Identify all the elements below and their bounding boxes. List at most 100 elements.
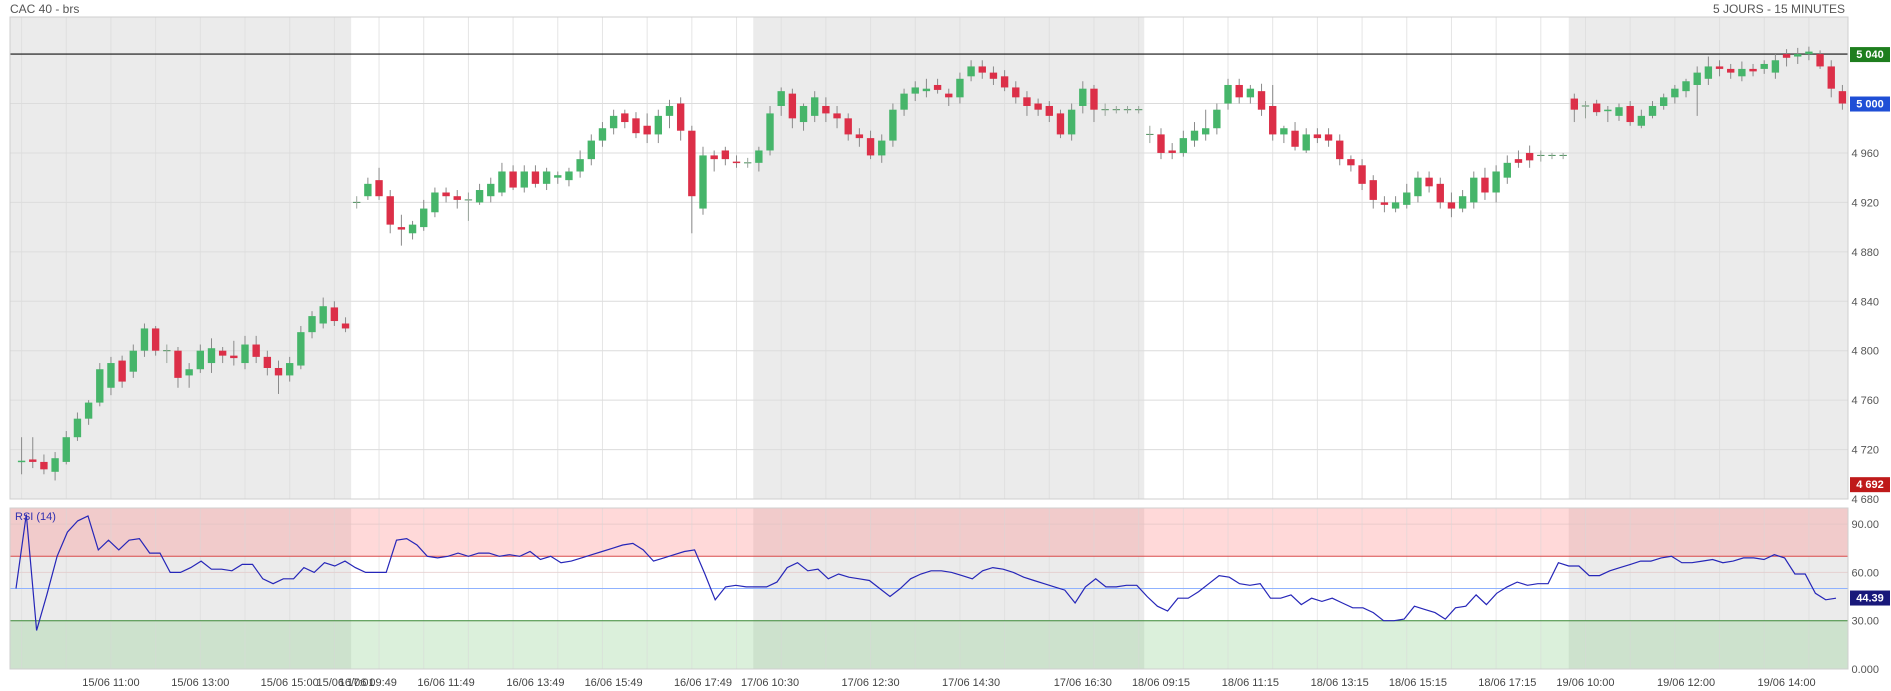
candle-up-body bbox=[1190, 130, 1199, 141]
candle bbox=[889, 103, 897, 147]
candle-up-body bbox=[1648, 105, 1657, 116]
candle-up-body bbox=[1414, 177, 1422, 197]
x-tick-label: 16/06 11:49 bbox=[417, 677, 474, 689]
candle-up-body bbox=[487, 183, 495, 197]
candle-up-body bbox=[1659, 97, 1668, 106]
candle bbox=[1782, 49, 1791, 67]
candle bbox=[1827, 60, 1835, 98]
x-tick-label: 18/06 11:15 bbox=[1222, 677, 1279, 689]
candle-down-body bbox=[1269, 105, 1277, 135]
candle bbox=[1425, 171, 1433, 193]
rsi-tick-label: 60.00 bbox=[1851, 567, 1879, 579]
x-tick-label: 15/06 17:01 bbox=[316, 677, 374, 689]
candle-down-body bbox=[788, 93, 797, 119]
candle bbox=[699, 146, 707, 215]
candle bbox=[1246, 84, 1255, 104]
candle bbox=[1380, 196, 1389, 213]
candle-down-body bbox=[1291, 130, 1299, 147]
candle-up-body bbox=[665, 105, 674, 116]
price-tick-label: 4 920 bbox=[1851, 197, 1879, 209]
candle-up-body bbox=[431, 192, 439, 213]
candle bbox=[1715, 60, 1724, 77]
price-badge: 5 040 bbox=[1850, 47, 1890, 63]
candle bbox=[174, 346, 182, 388]
candle-down-body bbox=[1727, 68, 1735, 73]
candle-up-body bbox=[1760, 63, 1768, 69]
price-tick-label: 4 720 bbox=[1851, 445, 1879, 457]
x-tick-label: 16/06 09:49 bbox=[339, 677, 397, 689]
candle-down-body bbox=[1045, 105, 1053, 116]
candle-up-body bbox=[576, 159, 584, 172]
candle bbox=[1447, 192, 1456, 218]
candle-up-body bbox=[1201, 128, 1210, 135]
rsi-current-badge-text: 44.39 bbox=[1856, 593, 1884, 605]
candle-up-body bbox=[1805, 51, 1813, 55]
period-label[interactable]: 5 JOURS - 15 MINUTES bbox=[1712, 2, 1845, 16]
candle-up-body bbox=[51, 458, 59, 472]
candle-down-body bbox=[1447, 202, 1456, 209]
x-tick-label: 18/06 17:15 bbox=[1478, 677, 1536, 689]
candle bbox=[118, 355, 126, 388]
candle bbox=[1123, 105, 1132, 114]
candle bbox=[598, 122, 607, 147]
price-badge-text: 5 000 bbox=[1856, 99, 1884, 111]
candle bbox=[721, 146, 730, 166]
candle bbox=[364, 177, 372, 200]
candle-up-body bbox=[1079, 88, 1087, 106]
candle-up-body bbox=[1224, 84, 1232, 104]
candle-down-body bbox=[978, 66, 986, 73]
candle-up-body bbox=[84, 402, 93, 419]
rsi-tick-label: 0.000 bbox=[1851, 664, 1879, 676]
candle bbox=[1146, 125, 1154, 144]
candle-up-body bbox=[241, 344, 249, 364]
candle-down-body bbox=[855, 134, 864, 139]
candle bbox=[1581, 101, 1590, 119]
candle-up-body bbox=[319, 306, 327, 324]
candle-down-body bbox=[1782, 54, 1791, 58]
candle-down-body bbox=[866, 138, 875, 156]
candle bbox=[1000, 70, 1009, 92]
candle bbox=[442, 187, 450, 203]
candle-up-body bbox=[475, 190, 484, 203]
candle bbox=[945, 88, 953, 106]
candle-down-body bbox=[1436, 183, 1444, 203]
candle-up-body bbox=[587, 140, 595, 160]
price-badge-bg bbox=[1850, 96, 1890, 112]
candle-up-body bbox=[1771, 60, 1780, 73]
candle-up-body bbox=[285, 363, 294, 376]
candle-up-body bbox=[1794, 54, 1802, 57]
candle-up-body bbox=[967, 66, 975, 77]
x-tick-label: 17/06 16:30 bbox=[1054, 677, 1112, 689]
candle bbox=[1749, 63, 1757, 77]
candle bbox=[911, 81, 919, 102]
candle bbox=[1280, 125, 1288, 144]
candle bbox=[710, 150, 718, 172]
candle bbox=[1727, 63, 1735, 79]
candle bbox=[1056, 109, 1065, 139]
candle bbox=[1794, 47, 1802, 64]
candle-down-body bbox=[933, 84, 942, 90]
candle bbox=[1235, 78, 1243, 104]
candle bbox=[1302, 128, 1310, 153]
candle bbox=[1079, 81, 1087, 114]
candle-down-body bbox=[397, 227, 406, 230]
candle-down-body bbox=[442, 192, 450, 197]
candle-up-body bbox=[498, 171, 506, 193]
candle-up-body bbox=[1391, 202, 1400, 209]
candle-up-body bbox=[609, 115, 618, 129]
candle-down-body bbox=[1514, 159, 1523, 163]
rsi-overbought-zone bbox=[10, 508, 1848, 557]
candle-down-body bbox=[230, 355, 238, 359]
candle bbox=[207, 338, 216, 373]
price-badges: 5 040 5 000 4 692 44.39 bbox=[1850, 47, 1890, 606]
candle bbox=[1313, 128, 1322, 144]
rsi-oversold-zone bbox=[10, 620, 1848, 669]
candle-up-body bbox=[777, 91, 785, 106]
rsi-line bbox=[15, 514, 1837, 631]
x-tick-label: 15/06 13:00 bbox=[171, 677, 229, 689]
candle bbox=[319, 297, 327, 329]
candle bbox=[755, 146, 763, 172]
candle-up-body bbox=[1067, 109, 1076, 135]
candle bbox=[665, 99, 674, 129]
